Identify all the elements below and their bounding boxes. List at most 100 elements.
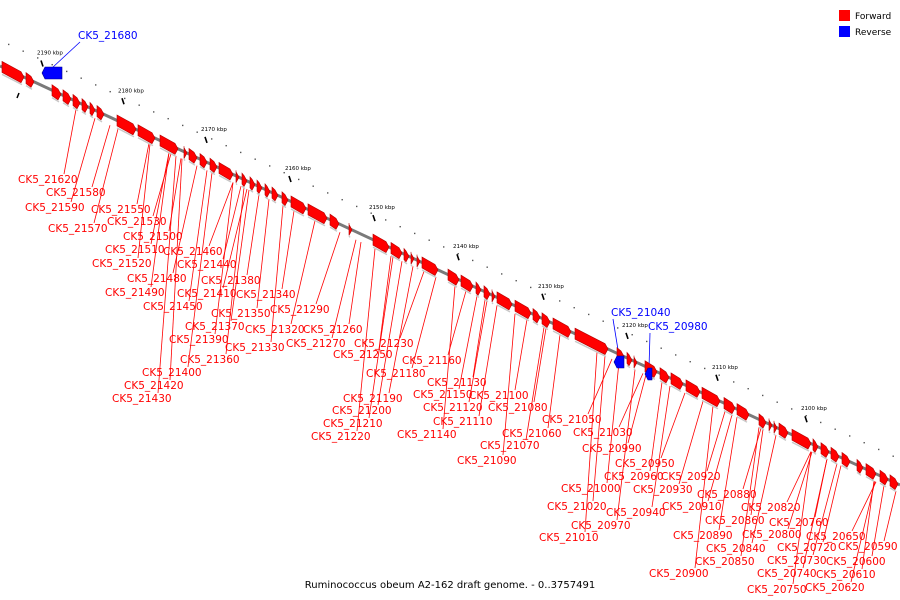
label-leader-line bbox=[678, 401, 704, 485]
forward-gene-arrow bbox=[736, 403, 750, 421]
label-leader-line bbox=[786, 451, 812, 503]
forward-gene-arrow bbox=[685, 379, 701, 398]
label-leader-line bbox=[606, 362, 620, 484]
legend-forward-swatch bbox=[839, 10, 850, 21]
gene-shadow bbox=[820, 455, 828, 461]
forward-gene-label: CK5_20990 bbox=[582, 443, 642, 455]
forward-gene-label: CK5_21140 bbox=[397, 429, 457, 441]
label-leader-line bbox=[290, 220, 316, 325]
forward-gene-arrow bbox=[758, 413, 767, 429]
scale-dot bbox=[820, 421, 822, 424]
label-leader-line bbox=[850, 481, 876, 583]
scale-tick-label: 2150 kbp bbox=[369, 205, 395, 211]
reverse-gene-label: CK5_20980 bbox=[648, 321, 708, 333]
forward-gene-arrow bbox=[496, 291, 513, 311]
forward-gene-arrow bbox=[307, 203, 328, 225]
label-leader-line bbox=[750, 429, 764, 516]
label-leader-line bbox=[157, 155, 177, 394]
scale-dot bbox=[617, 327, 619, 329]
forward-gene-arrow bbox=[768, 418, 773, 432]
forward-gene-label: CK5_21410 bbox=[177, 288, 237, 300]
scale-tick bbox=[204, 136, 208, 144]
forward-gene-label: CK5_20920 bbox=[661, 471, 721, 483]
label-leader-line bbox=[851, 481, 877, 532]
forward-gene-label: CK5_21200 bbox=[332, 405, 392, 417]
forward-gene-arrow bbox=[856, 458, 864, 474]
scale-dot bbox=[791, 408, 793, 410]
scale-dot bbox=[269, 165, 271, 167]
gene-shadow bbox=[685, 392, 699, 401]
forward-gene-label: CK5_20760 bbox=[769, 517, 829, 529]
scale-dot bbox=[356, 205, 358, 208]
gene-shadow bbox=[723, 409, 734, 417]
scale-dots bbox=[8, 43, 894, 457]
forward-gene-label: CK5_20840 bbox=[706, 543, 766, 555]
gene-shadow bbox=[483, 298, 489, 303]
label-leader-line bbox=[225, 187, 245, 355]
label-leader-line bbox=[547, 334, 561, 429]
gene-shadow bbox=[491, 302, 494, 305]
forward-gene-label: CK5_21150 bbox=[413, 389, 473, 401]
forward-gene-label: CK5_21030 bbox=[573, 427, 633, 439]
forward-gene-label: CK5_21220 bbox=[311, 431, 371, 443]
scale-dot bbox=[747, 388, 749, 390]
forward-gene-label: CK5_21080 bbox=[488, 402, 548, 414]
gene-shadow bbox=[889, 487, 897, 493]
forward-gene-arrow bbox=[820, 442, 830, 458]
label-leader-line bbox=[587, 358, 613, 415]
label-leader-line bbox=[51, 41, 81, 69]
label-leader-line bbox=[188, 170, 208, 302]
label-leader-line bbox=[707, 414, 733, 502]
forward-gene-arrow bbox=[281, 191, 289, 207]
forward-gene-label: CK5_21190 bbox=[343, 393, 403, 405]
scale-dot bbox=[385, 219, 387, 221]
gene-shadow bbox=[541, 325, 549, 331]
scale-dot bbox=[327, 192, 329, 194]
scale-dot bbox=[95, 84, 97, 86]
gene-shadow bbox=[1, 73, 23, 86]
forward-gene-label: CK5_21110 bbox=[433, 416, 493, 428]
forward-gene-arrow bbox=[403, 247, 410, 263]
scale-dot bbox=[298, 178, 300, 181]
forward-gene-label: CK5_20610 bbox=[816, 569, 876, 581]
scale-dot bbox=[849, 435, 851, 437]
gene-shadow bbox=[670, 385, 682, 393]
forward-gene-arrow bbox=[541, 312, 551, 329]
forward-gene-label: CK5_21450 bbox=[143, 301, 203, 313]
forward-gene-label: CK5_20900 bbox=[649, 568, 709, 580]
gene-shadow bbox=[241, 185, 246, 190]
forward-gene-arrow bbox=[475, 281, 482, 296]
gene-shadow bbox=[51, 97, 60, 103]
scale-dot bbox=[805, 415, 807, 417]
forward-gene-label: CK5_21550 bbox=[91, 204, 151, 216]
label-leader-line bbox=[356, 248, 376, 432]
gene-shadow bbox=[460, 287, 472, 295]
label-leader-line bbox=[648, 332, 651, 369]
forward-gene-arrow bbox=[659, 367, 670, 384]
forward-gene-arrow bbox=[72, 93, 81, 110]
forward-gene-arrow bbox=[81, 97, 89, 113]
scale-dot bbox=[631, 333, 633, 336]
forward-gene-label: CK5_21400 bbox=[142, 367, 202, 379]
gene-shadow bbox=[768, 431, 771, 434]
label-leader-line bbox=[525, 327, 545, 441]
scale-tick bbox=[372, 214, 376, 222]
label-leader-line bbox=[742, 428, 762, 490]
forward-gene-arrow bbox=[552, 317, 572, 338]
forward-gene-arrow bbox=[390, 241, 403, 260]
gene-shadow bbox=[218, 174, 232, 183]
scale-tick bbox=[456, 253, 460, 261]
gene-shadow bbox=[574, 340, 607, 358]
label-leader-line bbox=[584, 351, 598, 533]
forward-gene-arrow bbox=[62, 89, 72, 106]
gene-shadow bbox=[159, 147, 177, 157]
forward-gene-arrow bbox=[183, 146, 188, 159]
legend: Forward Reverse bbox=[839, 10, 892, 38]
forward-gene-arrow bbox=[889, 474, 899, 491]
label-leader-line bbox=[787, 451, 813, 530]
label-leader-line bbox=[270, 205, 284, 343]
forward-gene-label: CK5_21290 bbox=[270, 304, 330, 316]
forward-gene-arrow bbox=[830, 446, 840, 463]
scale-dot bbox=[312, 185, 314, 187]
scale-dot bbox=[399, 225, 401, 228]
